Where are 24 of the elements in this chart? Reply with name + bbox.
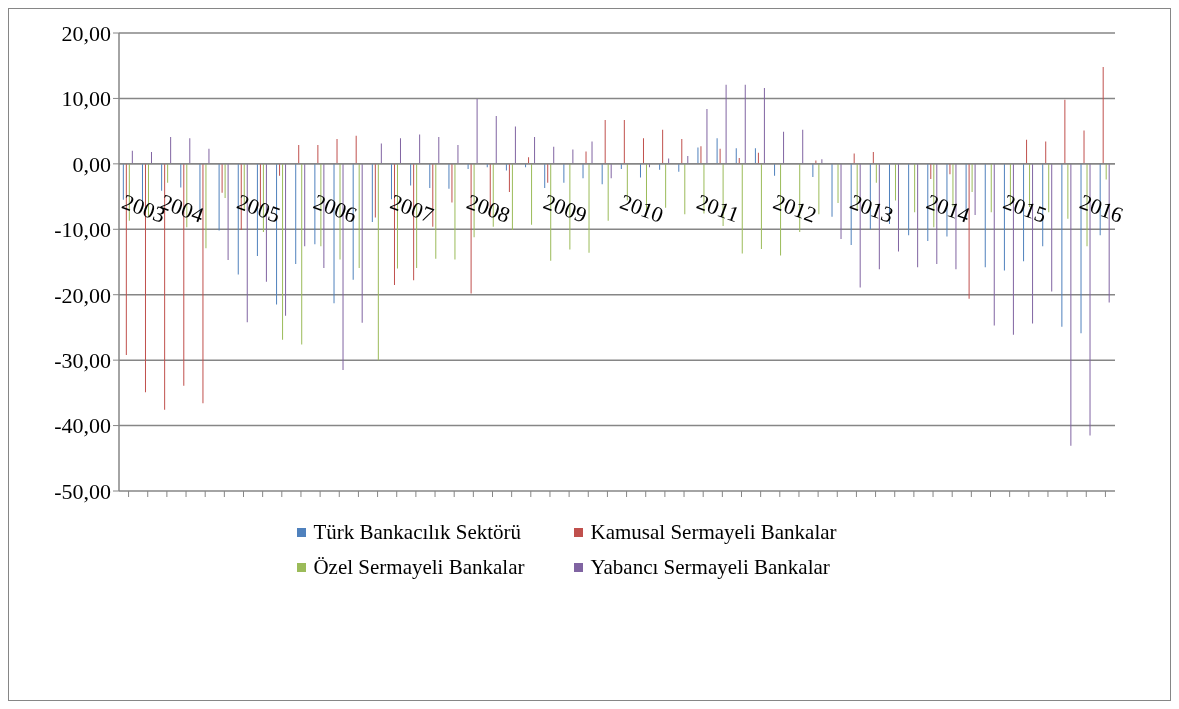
x-tick-label: 2008 <box>463 189 514 228</box>
x-tick-label: 2015 <box>999 189 1050 228</box>
x-tick-label: 2010 <box>616 189 667 228</box>
y-tick-label: -10,00 <box>54 217 111 243</box>
x-tick-label: 2007 <box>387 189 437 228</box>
x-tick-label: 2011 <box>693 189 743 228</box>
x-tick-label: 2006 <box>310 189 361 228</box>
y-tick-label: -40,00 <box>54 413 111 439</box>
legend-label: Özel Sermayeli Bankalar <box>313 555 525 580</box>
legend-label: Yabancı Sermayeli Bankalar <box>590 555 830 580</box>
y-tick-label: 0,00 <box>72 151 111 177</box>
x-tick-label: 2012 <box>770 189 820 228</box>
x-tick-label: 2005 <box>233 189 284 228</box>
legend-label: Türk Bankacılık Sektörü <box>313 520 522 545</box>
x-tick-label: 2013 <box>846 189 897 228</box>
y-tick-label: -20,00 <box>54 282 111 308</box>
y-tick-label: 10,00 <box>61 86 111 112</box>
x-tick-label: 2009 <box>540 189 591 228</box>
y-tick-label: 20,00 <box>61 20 111 46</box>
y-tick-label: -30,00 <box>54 347 111 373</box>
y-tick-label: -50,00 <box>54 478 111 504</box>
x-tick-label: 2016 <box>1076 189 1127 228</box>
legend-label: Kamusal Sermayeli Bankalar <box>590 520 837 545</box>
x-tick-label: 2014 <box>923 189 974 228</box>
